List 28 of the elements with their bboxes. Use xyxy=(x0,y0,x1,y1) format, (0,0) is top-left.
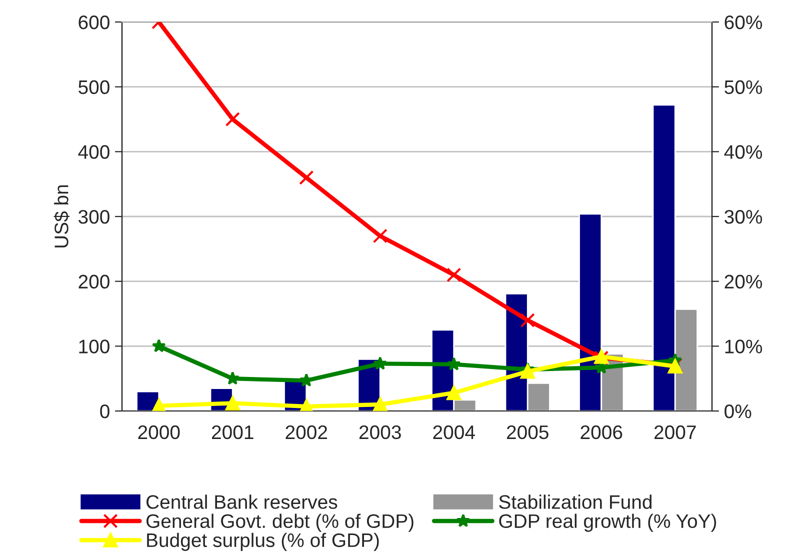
y2-tick-label: 50% xyxy=(724,80,762,94)
y-tick-label: 0 xyxy=(100,404,110,418)
legend-label: General Govt. debt (% of GDP) xyxy=(146,514,414,532)
x-tick-label: 2003 xyxy=(359,425,401,440)
y-tick-label: 600 xyxy=(78,15,110,30)
y2-tick-label: 0% xyxy=(724,404,752,418)
x-tick-label: 2005 xyxy=(506,425,548,440)
legend-label: Budget surplus (% of GDP) xyxy=(147,532,379,551)
y-axis-title: US$ bn xyxy=(54,185,70,248)
x-tick-label: 2004 xyxy=(433,425,475,440)
x-tick-label: 2007 xyxy=(654,425,696,440)
y-tick-label: 400 xyxy=(78,145,110,159)
legend-label: Central Bank reserves xyxy=(146,494,338,509)
y2-tick-label: 60% xyxy=(724,15,762,30)
x-tick-label: 2001 xyxy=(212,425,254,440)
x-tick-label: 2000 xyxy=(138,425,180,440)
y2-tick-label: 10% xyxy=(725,340,762,354)
legend-label: GDP real growth (% YoY) xyxy=(499,514,716,532)
y2-tick-label: 30% xyxy=(724,210,762,224)
y-tick-label: 300 xyxy=(78,210,110,224)
x-tick-label: 2002 xyxy=(286,425,328,440)
legend-label: Stabilization Fund xyxy=(499,494,652,509)
y2-tick-label: 20% xyxy=(724,274,762,289)
y-tick-label: 500 xyxy=(78,80,110,94)
y2-tick-label: 40% xyxy=(724,145,762,159)
y-tick-label: 200 xyxy=(78,274,110,289)
x-tick-label: 2006 xyxy=(580,425,622,440)
y-tick-label: 100 xyxy=(79,340,110,354)
